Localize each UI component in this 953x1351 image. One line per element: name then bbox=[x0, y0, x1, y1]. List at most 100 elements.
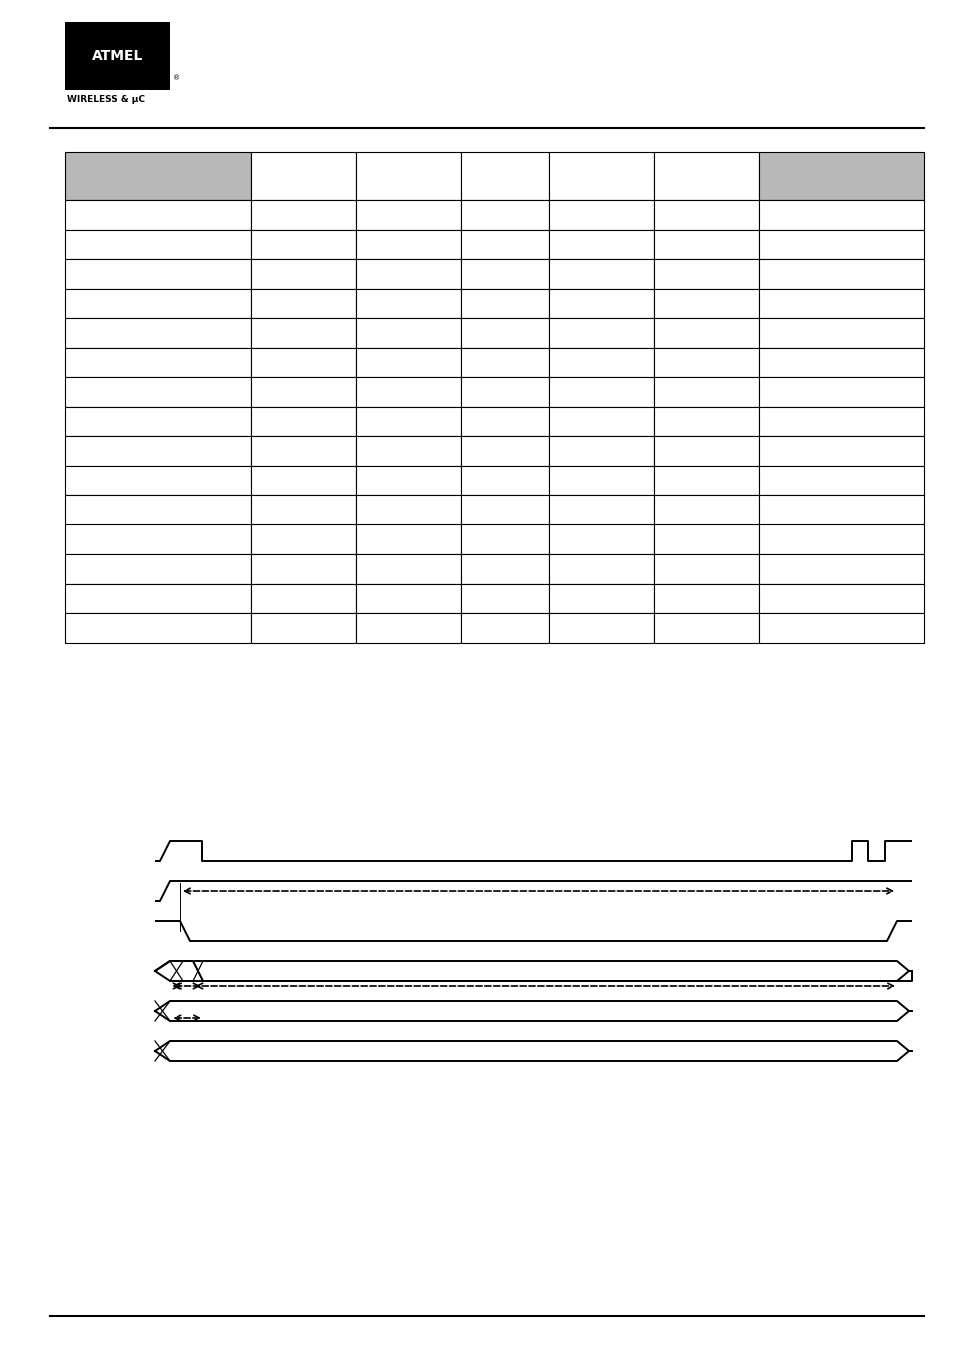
Bar bbox=[355, 466, 460, 494]
Bar bbox=[65, 554, 251, 584]
Bar bbox=[653, 230, 758, 259]
Bar bbox=[460, 613, 548, 643]
Bar bbox=[548, 317, 653, 347]
Bar bbox=[758, 407, 923, 436]
Bar bbox=[653, 317, 758, 347]
Bar bbox=[758, 613, 923, 643]
Bar bbox=[251, 317, 355, 347]
Bar bbox=[251, 554, 355, 584]
Bar bbox=[548, 524, 653, 554]
Bar bbox=[355, 259, 460, 289]
Bar bbox=[251, 466, 355, 494]
Bar bbox=[355, 524, 460, 554]
Bar bbox=[758, 259, 923, 289]
Bar bbox=[460, 377, 548, 407]
Bar bbox=[460, 347, 548, 377]
Bar bbox=[460, 524, 548, 554]
Text: ATMEL: ATMEL bbox=[91, 49, 143, 63]
Bar bbox=[653, 436, 758, 466]
Bar bbox=[653, 554, 758, 584]
Bar bbox=[653, 466, 758, 494]
Bar bbox=[460, 200, 548, 230]
Bar bbox=[548, 153, 653, 200]
Bar bbox=[460, 494, 548, 524]
Bar bbox=[548, 584, 653, 613]
Bar bbox=[460, 153, 548, 200]
Bar bbox=[251, 494, 355, 524]
Bar bbox=[65, 524, 251, 554]
Bar bbox=[251, 347, 355, 377]
Bar bbox=[548, 494, 653, 524]
Bar bbox=[460, 436, 548, 466]
Bar bbox=[548, 200, 653, 230]
Bar bbox=[758, 200, 923, 230]
Bar bbox=[251, 289, 355, 317]
Bar bbox=[355, 153, 460, 200]
Bar bbox=[65, 613, 251, 643]
Bar bbox=[758, 347, 923, 377]
Bar bbox=[355, 289, 460, 317]
Bar bbox=[251, 377, 355, 407]
Bar bbox=[653, 200, 758, 230]
Bar bbox=[460, 466, 548, 494]
Bar bbox=[355, 554, 460, 584]
Bar bbox=[251, 436, 355, 466]
Bar bbox=[758, 584, 923, 613]
Bar bbox=[653, 584, 758, 613]
Bar bbox=[251, 230, 355, 259]
Bar bbox=[65, 584, 251, 613]
Bar bbox=[548, 613, 653, 643]
Bar bbox=[653, 613, 758, 643]
Bar bbox=[65, 466, 251, 494]
Bar bbox=[65, 153, 251, 200]
Bar bbox=[355, 347, 460, 377]
Bar bbox=[758, 466, 923, 494]
Bar bbox=[548, 466, 653, 494]
Bar bbox=[758, 494, 923, 524]
Bar bbox=[65, 377, 251, 407]
Bar bbox=[758, 436, 923, 466]
Bar bbox=[758, 230, 923, 259]
Bar bbox=[758, 153, 923, 200]
Bar bbox=[65, 289, 251, 317]
Bar bbox=[653, 259, 758, 289]
Bar bbox=[548, 259, 653, 289]
Bar bbox=[758, 524, 923, 554]
Bar bbox=[758, 554, 923, 584]
Bar bbox=[355, 377, 460, 407]
Bar bbox=[758, 317, 923, 347]
Bar bbox=[460, 584, 548, 613]
Bar bbox=[65, 407, 251, 436]
Bar bbox=[251, 613, 355, 643]
Bar bbox=[758, 289, 923, 317]
Bar bbox=[65, 230, 251, 259]
Bar bbox=[548, 289, 653, 317]
Bar bbox=[548, 554, 653, 584]
Bar bbox=[355, 494, 460, 524]
Bar bbox=[251, 259, 355, 289]
Bar bbox=[653, 407, 758, 436]
Bar bbox=[251, 584, 355, 613]
Bar bbox=[653, 289, 758, 317]
Bar bbox=[355, 584, 460, 613]
Bar bbox=[758, 377, 923, 407]
Bar bbox=[460, 289, 548, 317]
Bar bbox=[65, 259, 251, 289]
Bar bbox=[65, 200, 251, 230]
Text: WIRELESS & μC: WIRELESS & μC bbox=[67, 96, 145, 104]
Bar bbox=[355, 613, 460, 643]
Bar bbox=[355, 436, 460, 466]
Bar bbox=[65, 317, 251, 347]
Bar bbox=[65, 436, 251, 466]
Bar bbox=[653, 494, 758, 524]
Bar bbox=[251, 407, 355, 436]
Bar bbox=[460, 554, 548, 584]
Bar bbox=[355, 200, 460, 230]
Bar bbox=[460, 317, 548, 347]
Bar bbox=[65, 494, 251, 524]
Bar bbox=[355, 317, 460, 347]
Bar bbox=[548, 230, 653, 259]
Bar bbox=[548, 347, 653, 377]
Bar bbox=[355, 407, 460, 436]
Bar bbox=[251, 200, 355, 230]
